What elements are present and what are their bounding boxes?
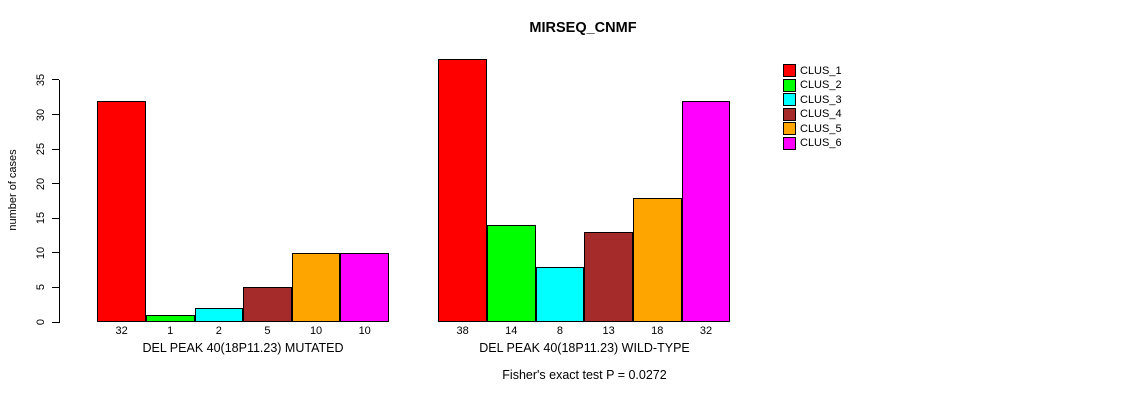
legend-row-clus_3: CLUS_3 — [783, 93, 842, 107]
bar-value-label: 8 — [556, 325, 564, 337]
bar-value-label: 10 — [309, 325, 323, 337]
legend-swatch — [783, 78, 796, 92]
bar-clus_4-panel0 — [243, 287, 292, 322]
panel-wildtype-xlabel: DEL PEAK 40(18P11.23) WILD-TYPE — [479, 341, 690, 355]
legend-label: CLUS_4 — [800, 108, 842, 121]
bar-clus_1-panel1 — [438, 59, 487, 322]
bar-value-label: 32 — [699, 325, 713, 337]
bar-clus_2-panel1 — [486, 225, 536, 322]
fisher-test-note: Fisher's exact test P = 0.0272 — [502, 368, 667, 382]
y-tick-label: 35 — [35, 73, 47, 87]
legend-row-clus_5: CLUS_5 — [783, 122, 842, 136]
y-axis-label: number of cases — [7, 149, 19, 231]
bar-clus_1-panel0 — [97, 101, 146, 322]
bar-value-label: 38 — [456, 325, 469, 337]
y-tick-mark — [52, 79, 59, 81]
y-tick-mark — [52, 114, 59, 116]
bar-value-label: 1 — [167, 325, 174, 337]
y-tick-label: 25 — [35, 143, 47, 156]
legend-row-clus_2: CLUS_2 — [783, 78, 842, 92]
y-tick-mark — [52, 252, 59, 254]
legend-label: CLUS_6 — [800, 137, 842, 150]
bar-value-label: 18 — [651, 325, 664, 337]
bar-value-label: 10 — [358, 325, 371, 337]
bar-value-label: 2 — [215, 325, 222, 337]
y-tick-label: 0 — [35, 318, 47, 326]
legend-swatch — [783, 122, 796, 136]
y-tick-mark — [52, 286, 59, 288]
bar-clus_2-panel0 — [145, 315, 195, 322]
bar-clus_5-panel1 — [632, 198, 682, 322]
legend-swatch — [783, 93, 796, 107]
bar-value-label: 14 — [505, 325, 518, 337]
y-tick-label: 10 — [35, 246, 47, 259]
legend-label: CLUS_5 — [800, 122, 842, 135]
legend-label: CLUS_1 — [800, 64, 842, 77]
y-tick-label: 5 — [35, 284, 47, 291]
y-tick-mark — [52, 321, 59, 323]
bar-clus_3-panel0 — [194, 308, 244, 322]
y-tick-label: 30 — [35, 108, 47, 121]
legend-label: CLUS_3 — [800, 93, 842, 106]
y-tick-label: 15 — [35, 212, 47, 225]
legend-swatch — [783, 64, 796, 77]
legend-row-clus_6: CLUS_6 — [783, 136, 842, 150]
bar-value-label: 13 — [602, 325, 615, 337]
legend: CLUS_1 CLUS_2 CLUS_3 CLUS_4 CLUS_5 CLUS_6 — [783, 64, 842, 152]
bar-clus_3-panel1 — [535, 267, 585, 322]
y-tick-mark — [52, 148, 59, 150]
bar-clus_4-panel1 — [584, 232, 633, 322]
legend-row-clus_4: CLUS_4 — [783, 107, 842, 121]
panel-mutated-xlabel: DEL PEAK 40(18P11.23) MUTATED — [142, 341, 344, 355]
legend-swatch — [783, 107, 796, 121]
y-tick-mark — [52, 217, 59, 219]
legend-row-clus_1: CLUS_1 — [783, 64, 842, 77]
bar-value-label: 5 — [264, 325, 271, 337]
legend-label: CLUS_2 — [800, 79, 842, 92]
bar-clus_5-panel0 — [291, 253, 341, 322]
y-axis-line — [59, 80, 60, 323]
bar-clus_6-panel0 — [340, 253, 389, 322]
legend-swatch — [783, 136, 796, 150]
bar-clus_6-panel1 — [681, 101, 731, 322]
bar-value-label: 32 — [115, 325, 128, 337]
chart-title: MIRSEQ_CNMF — [529, 20, 637, 36]
y-tick-label: 20 — [35, 177, 47, 190]
y-tick-mark — [52, 183, 59, 185]
